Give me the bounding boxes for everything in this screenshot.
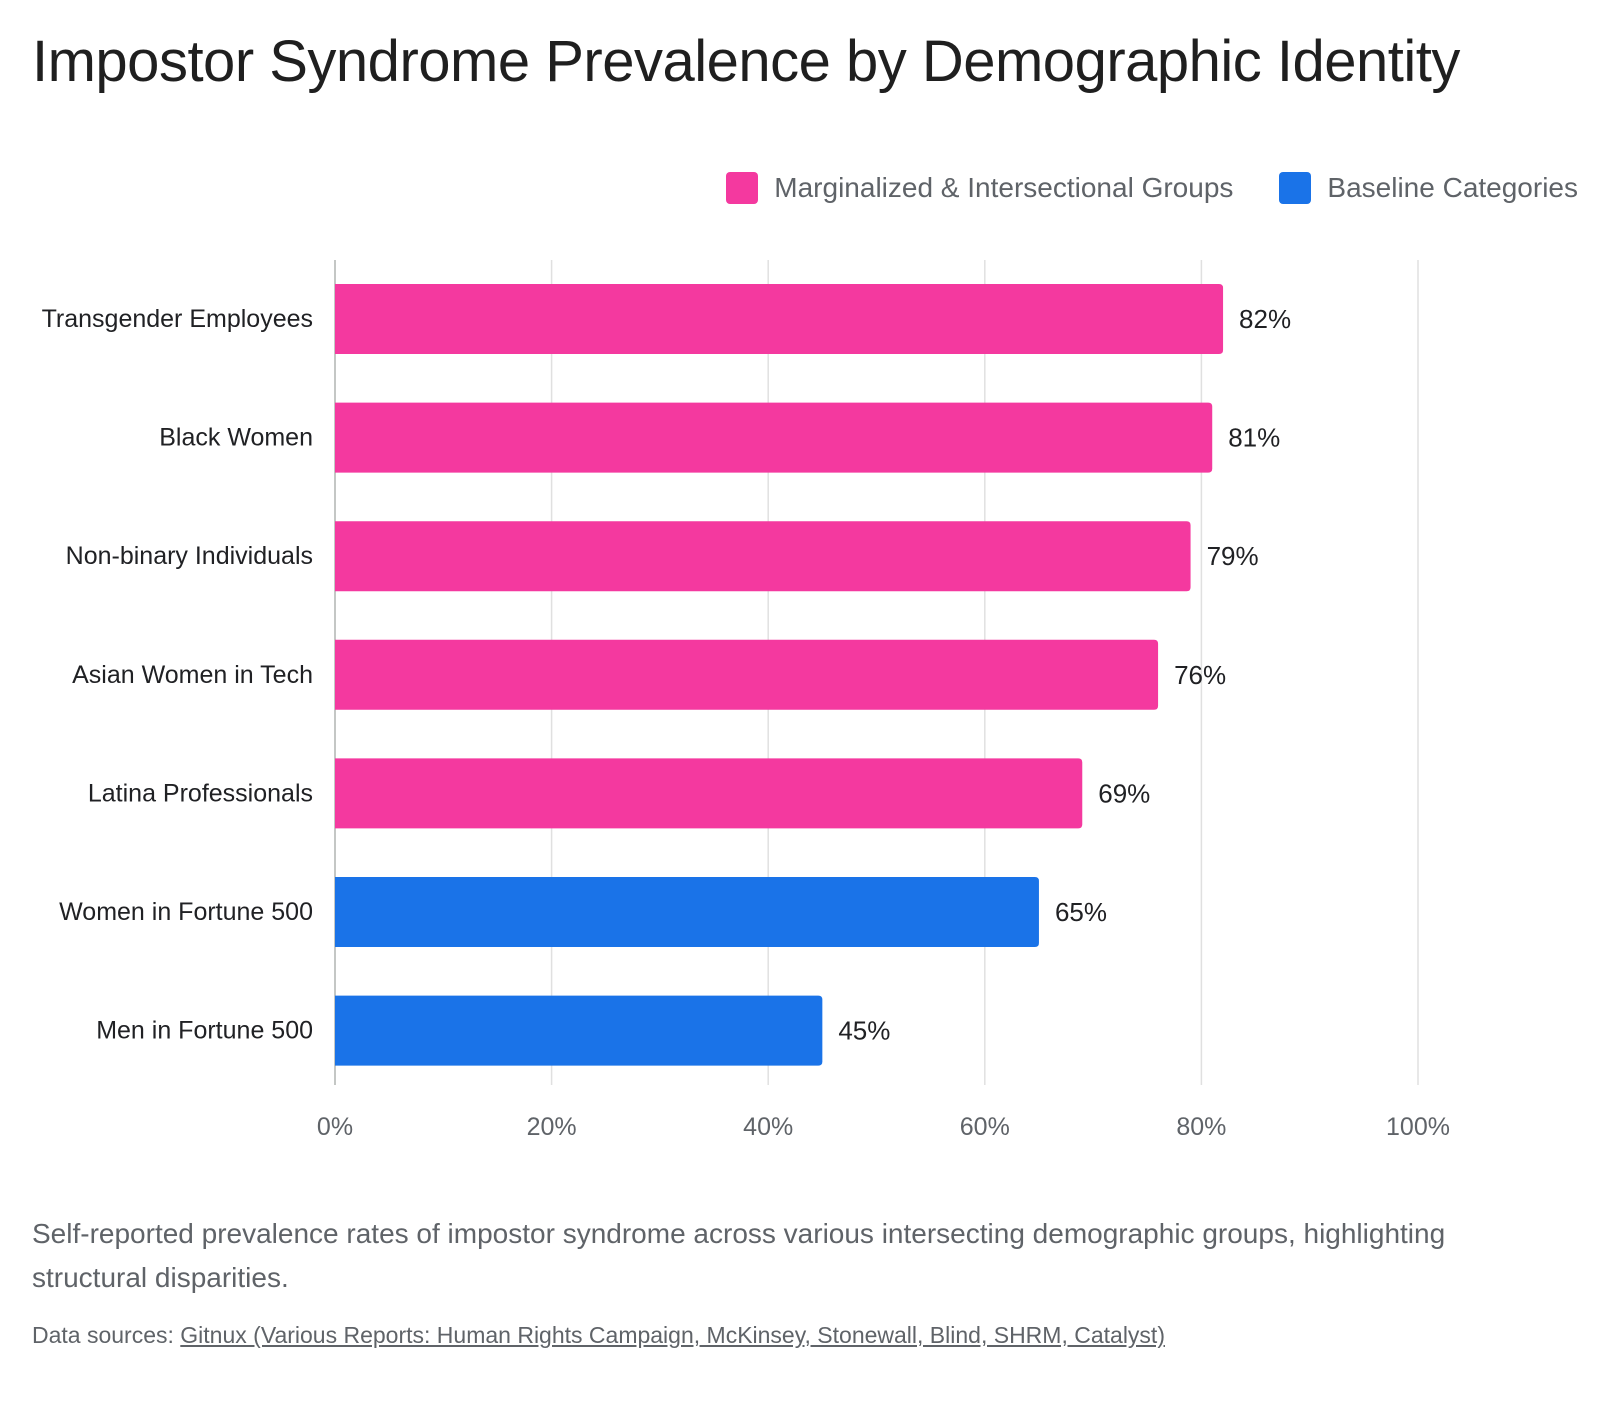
data-label: 81% bbox=[1228, 423, 1280, 453]
bars bbox=[335, 284, 1224, 1066]
bar[interactable] bbox=[335, 402, 1213, 473]
x-tick-label: 0% bbox=[317, 1113, 353, 1141]
x-axis-ticks: 0% 20% 40% 60% 80% 100% bbox=[317, 1113, 1450, 1141]
chart-legend: Marginalized & Intersectional Groups Bas… bbox=[726, 172, 1578, 204]
source-prefix: Data sources: bbox=[32, 1322, 181, 1348]
data-source: Data sources: Gitnux (Various Reports: H… bbox=[32, 1322, 1165, 1349]
legend-item-marginalized[interactable]: Marginalized & Intersectional Groups bbox=[726, 172, 1233, 204]
bar[interactable] bbox=[335, 995, 823, 1066]
legend-swatch-marginalized bbox=[726, 172, 759, 204]
legend-label-baseline: Baseline Categories bbox=[1327, 172, 1578, 203]
chart-subtitle: Self-reported prevalence rates of impost… bbox=[32, 1218, 1446, 1293]
source-link[interactable]: Gitnux (Various Reports: Human Rights Ca… bbox=[180, 1322, 1165, 1348]
bar-chart: Transgender Employees Black Women Non-bina… bbox=[42, 260, 1450, 1141]
category-label: Black Women bbox=[159, 424, 313, 452]
bar[interactable] bbox=[335, 877, 1039, 947]
x-tick-label: 100% bbox=[1386, 1113, 1450, 1141]
data-label: 79% bbox=[1207, 541, 1259, 571]
data-label: 76% bbox=[1174, 660, 1226, 690]
bar[interactable] bbox=[335, 521, 1191, 592]
x-tick-label: 80% bbox=[1176, 1113, 1226, 1141]
category-labels: Transgender Employees Black Women Non-bina… bbox=[42, 305, 313, 1045]
legend-swatch-baseline bbox=[1279, 172, 1312, 204]
category-label: Women in Fortune 500 bbox=[59, 898, 313, 926]
bar[interactable] bbox=[335, 284, 1224, 354]
x-tick-label: 20% bbox=[527, 1113, 577, 1141]
data-label: 65% bbox=[1055, 897, 1107, 927]
data-labels: 82% 81% 79% 76% 69% 65% 45% bbox=[838, 304, 1291, 1046]
category-label: Men in Fortune 500 bbox=[96, 1017, 313, 1045]
legend-label-marginalized: Marginalized & Intersectional Groups bbox=[774, 172, 1234, 203]
category-label: Latina Professionals bbox=[88, 779, 313, 807]
data-label: 69% bbox=[1098, 778, 1150, 808]
x-tick-label: 40% bbox=[743, 1113, 793, 1141]
x-tick-label: 60% bbox=[960, 1113, 1010, 1141]
category-label: Asian Women in Tech bbox=[72, 661, 313, 689]
data-label: 45% bbox=[838, 1016, 890, 1046]
category-label: Transgender Employees bbox=[42, 305, 313, 333]
category-label: Non-binary Individuals bbox=[66, 542, 313, 570]
legend-item-baseline[interactable]: Baseline Categories bbox=[1279, 172, 1578, 204]
bar[interactable] bbox=[335, 639, 1159, 710]
bar[interactable] bbox=[335, 758, 1083, 829]
data-label: 82% bbox=[1239, 304, 1291, 334]
chart-title: Impostor Syndrome Prevalence by Demograp… bbox=[32, 29, 1460, 94]
